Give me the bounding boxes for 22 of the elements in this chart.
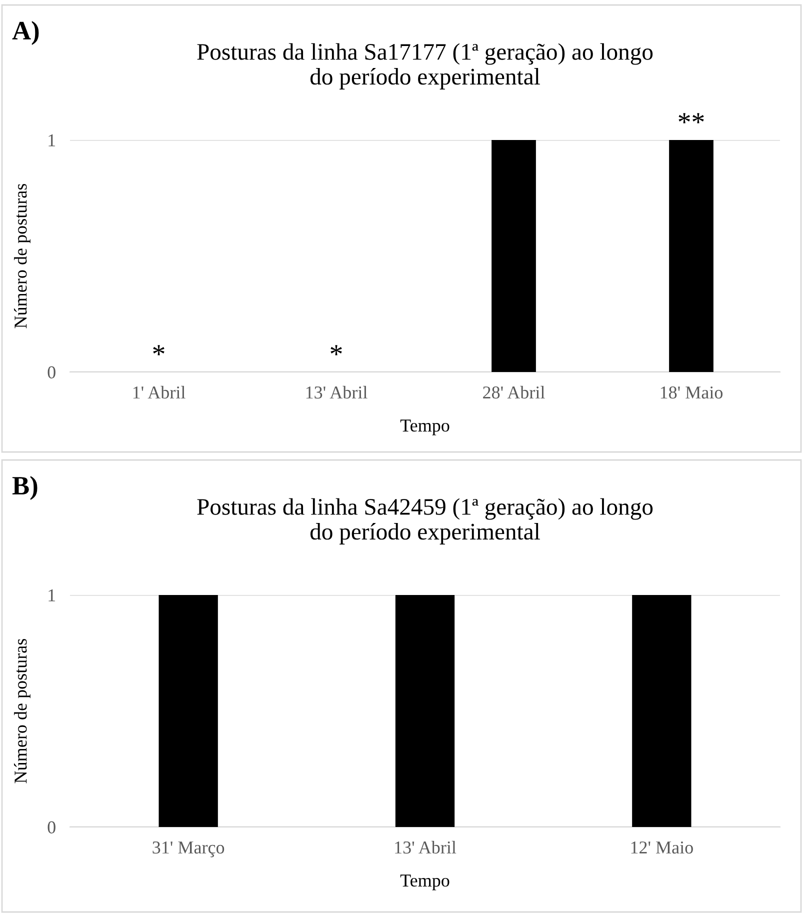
x-tick-label: 12' Maio: [631, 841, 693, 854]
x-tick-label: 13' Abril: [306, 386, 368, 399]
x-tick-label: 1' Abril: [133, 386, 186, 399]
y-tick-label: 0: [48, 366, 56, 378]
x-axis-title: Tempo: [400, 420, 450, 436]
text: A): [12, 21, 39, 45]
chart-title: Posturas da linha Sa17177 (1ª geração) ao longo do período experimental: [197, 43, 653, 90]
x-tick-label: 18' Maio: [660, 386, 723, 399]
annotation: *: [330, 345, 342, 356]
annotation: *: [153, 345, 164, 356]
chart-title: Posturas da linha Sa42459 (1ª geração) ao longo do período experimental: [197, 498, 653, 544]
y-axis-title: Número de posturas: [14, 184, 30, 328]
y-tick-label: 0: [48, 821, 56, 834]
y-tick-label: 1: [48, 589, 56, 602]
text: B): [12, 476, 38, 500]
y-tick-label: 1: [48, 134, 56, 146]
x-tick-label: 28' Abril: [483, 386, 545, 399]
y-axis-title: Número de posturas: [14, 638, 30, 784]
x-tick-label: 13' Abril: [395, 840, 456, 854]
x-tick-label: 31' Março: [152, 841, 224, 858]
x-axis-title: Tempo: [400, 874, 450, 890]
annotation: **: [678, 113, 704, 124]
